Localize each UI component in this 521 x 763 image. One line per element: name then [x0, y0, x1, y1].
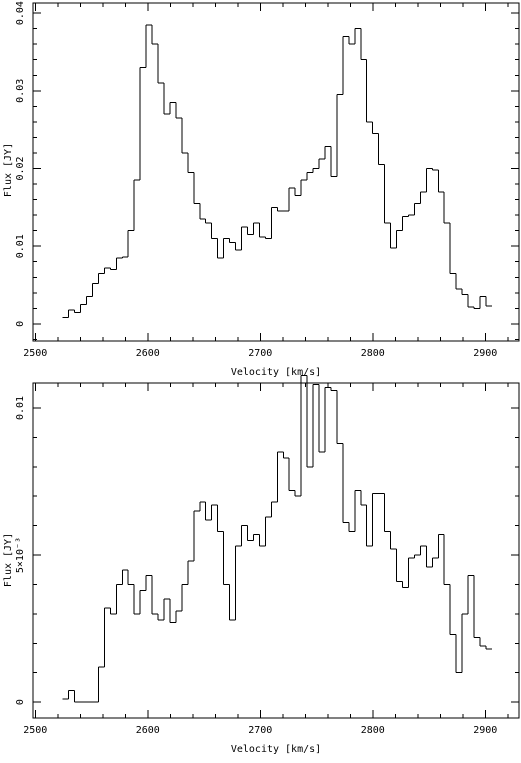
- plot-frame: [32, 2, 520, 342]
- x-tick-label: 2500: [23, 348, 47, 359]
- y-tick-label: 0.01: [15, 396, 26, 420]
- y-tick-label: 0: [15, 321, 26, 327]
- y-tick-label: 0.04: [15, 1, 26, 25]
- y-axis-label: Flux [JY]: [3, 143, 14, 197]
- x-tick-label: 2900: [473, 348, 497, 359]
- x-tick-label: 2900: [473, 725, 497, 736]
- y-tick-label: 0.01: [15, 234, 26, 258]
- y-tick-label: 0.02: [15, 156, 26, 180]
- x-tick-label: 2500: [23, 725, 47, 736]
- y-tick-label: 0.03: [15, 79, 26, 103]
- x-axis-label: Velocity [km/s]: [231, 744, 321, 755]
- plot-frame: [32, 382, 520, 719]
- x-tick-label: 2700: [248, 725, 272, 736]
- x-axis-label: Velocity [km/s]: [231, 367, 321, 378]
- x-tick-label: 2600: [136, 348, 160, 359]
- x-tick-label: 2800: [361, 725, 385, 736]
- x-tick-label: 2600: [136, 725, 160, 736]
- x-tick-label: 2700: [248, 348, 272, 359]
- y-tick-label: 5×10⁻³: [15, 537, 26, 573]
- y-tick-label: 0: [15, 699, 26, 705]
- x-tick-label: 2800: [361, 348, 385, 359]
- y-axis-label: Flux [JY]: [3, 533, 14, 587]
